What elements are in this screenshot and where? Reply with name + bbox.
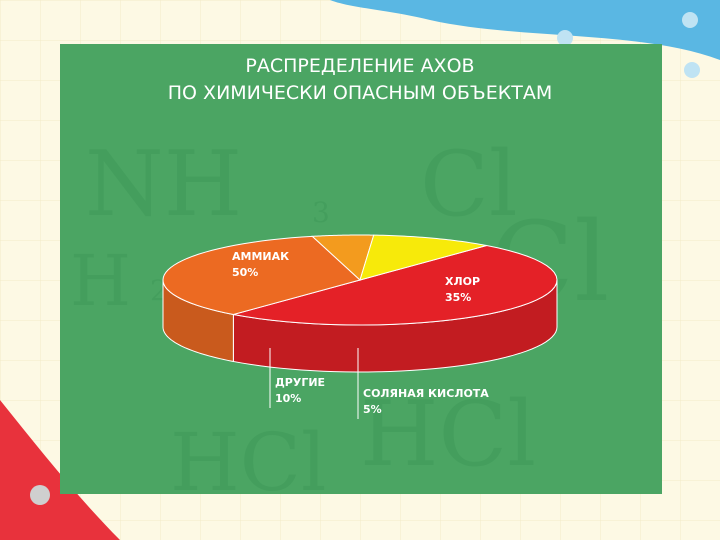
slice-label: ХЛОР [445,275,480,288]
slice [359,234,487,281]
watermark: 3 [312,196,330,229]
value-label: 50% [232,266,258,279]
value-label: 10% [275,392,301,405]
pie [162,234,558,373]
chart-subtitle: ПО ХИМИЧЕСКИ ОПАСНЫМ ОБЪЕКТАМ [168,82,552,104]
drop [557,30,573,46]
watermark: Cl [420,132,518,237]
drop [682,12,698,28]
drop [684,62,700,78]
slice-label: ДРУГИЕ [275,376,325,389]
chart-title: РАСПРЕДЕЛЕНИЕ АХОВ [245,55,474,77]
wave-top [330,0,720,60]
slice-label: СОЛЯНАЯ КИСЛОТА [363,387,489,400]
value-label: 35% [445,291,471,304]
watermark: H [70,240,131,322]
slice [162,235,362,315]
drop [30,485,50,505]
slice [311,234,375,281]
watermark: HCl [360,382,536,487]
watermark: HCl [170,416,327,509]
value-label: 5% [363,403,382,416]
watermark: NH [85,132,242,237]
wave-corner [0,400,120,540]
slice [233,245,558,326]
slice-label: АММИАК [232,250,289,263]
